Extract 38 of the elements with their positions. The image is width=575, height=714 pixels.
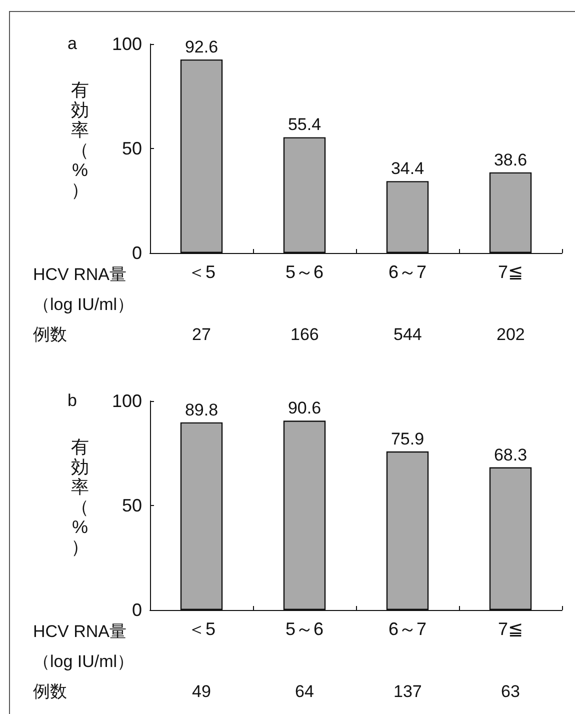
text: 例数 [33, 324, 67, 346]
data-label: 68.3 [494, 445, 528, 464]
x-tick-label: 6～7 [388, 262, 427, 282]
y-tick-label: 50 [122, 496, 142, 516]
text: 166 [290, 324, 319, 346]
chart-title: a [68, 33, 77, 55]
x-axis-title: HCV RNA量（log IU/ml） [33, 622, 134, 671]
data-label: 75.9 [390, 429, 424, 448]
text: 例数 [33, 681, 67, 703]
data-label: 38.6 [494, 150, 528, 170]
text: 63 [501, 681, 520, 703]
data-label: 92.6 [184, 37, 218, 56]
text: 27 [192, 324, 211, 346]
y-tick-label: 0 [132, 600, 142, 620]
text: 64 [295, 681, 314, 703]
x-tick-label: 6～7 [388, 619, 427, 639]
y-axis-title: 有効率（%） [70, 80, 90, 200]
text: 202 [496, 324, 525, 346]
y-axis-title: 有効率（%） [70, 437, 90, 557]
data-label: 55.4 [288, 115, 322, 134]
y-tick-label: 100 [112, 391, 142, 411]
y-tick-label: 0 [132, 243, 142, 263]
text: 49 [192, 681, 211, 703]
data-label: 90.6 [288, 398, 322, 418]
text: 544 [394, 324, 422, 346]
x-axis-title: HCV RNA量（log IU/ml） [33, 265, 134, 314]
chart-title: b [68, 390, 77, 412]
x-tick-label: 5～6 [285, 619, 324, 639]
text: 137 [394, 681, 422, 703]
x-tick-label: 7≦ [498, 619, 524, 639]
x-tick-label: 7≦ [498, 262, 524, 282]
y-tick-label: 50 [122, 138, 142, 158]
x-tick-label: 5～6 [285, 262, 324, 282]
x-tick-label: ＜5 [187, 619, 216, 639]
x-tick-label: ＜5 [187, 262, 216, 282]
data-label: 34.4 [390, 159, 424, 178]
y-tick-label: 100 [112, 34, 142, 54]
data-label: 89.8 [184, 400, 218, 420]
